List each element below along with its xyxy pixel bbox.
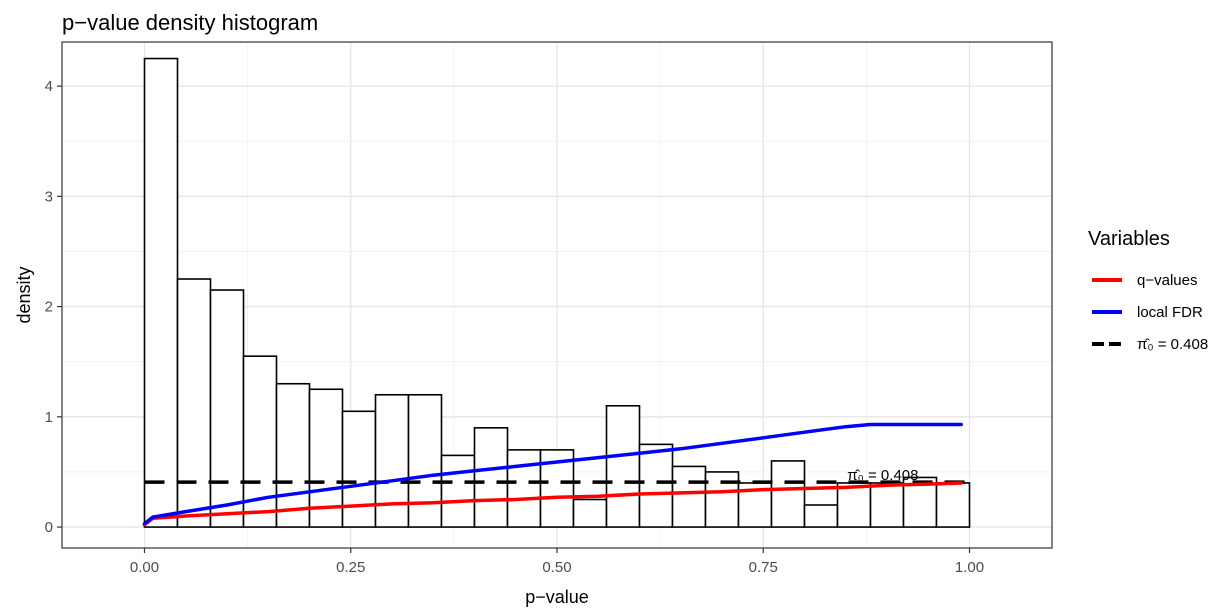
y-tick-label: 4 (45, 78, 53, 95)
x-tick-label: 0.25 (336, 559, 365, 576)
series-line (142, 481, 963, 527)
histogram-bar (341, 410, 377, 528)
x-tick-label: 0.75 (749, 559, 778, 576)
legend: Variables q−values local FDR π̂₀ = 0.408 (1088, 228, 1208, 353)
histogram-bar (836, 482, 872, 528)
histogram-bar (275, 382, 311, 528)
histogram-bar (803, 504, 839, 528)
histogram-bar (407, 393, 443, 528)
x-axis-title: p−value (525, 587, 589, 607)
legend-label: q−values (1137, 272, 1197, 289)
series-lines (142, 422, 970, 527)
histogram-bar (209, 289, 245, 528)
histogram-bar (143, 57, 179, 528)
y-axis-ticks: 0 1 2 3 4 (45, 78, 62, 536)
histogram-bar (374, 393, 410, 528)
histogram-bar (176, 278, 212, 528)
legend-label: local FDR (1137, 304, 1203, 321)
legend-label: π̂₀ = 0.408 (1137, 336, 1208, 353)
y-tick-label: 0 (45, 519, 53, 536)
pi0-annotation: π̂₀ = 0.408 (847, 467, 918, 484)
x-tick-label: 0.50 (542, 559, 571, 576)
legend-title: Variables (1088, 228, 1170, 250)
series-line (142, 422, 963, 526)
x-tick-label: 1.00 (955, 559, 984, 576)
histogram-bar (506, 449, 542, 528)
histogram-bar (605, 404, 641, 528)
histogram-bar (440, 454, 476, 528)
chart-title: p−value density histogram (62, 10, 318, 35)
y-tick-label: 2 (45, 299, 53, 316)
y-tick-label: 3 (45, 188, 53, 205)
histogram-bar (308, 388, 344, 528)
histogram-bar (671, 465, 707, 528)
histogram-bar (572, 498, 608, 528)
histogram-bar (935, 482, 971, 528)
y-axis-title: density (14, 266, 34, 323)
histogram-bar (473, 427, 509, 528)
histogram-bar (638, 443, 674, 528)
histogram-bar (770, 460, 806, 528)
histogram-bar (704, 471, 740, 528)
histogram-bar (869, 482, 905, 528)
x-axis-ticks: 0.00 0.25 0.50 0.75 1.00 (130, 548, 984, 576)
x-tick-label: 0.00 (130, 559, 159, 576)
y-tick-label: 1 (45, 409, 53, 426)
